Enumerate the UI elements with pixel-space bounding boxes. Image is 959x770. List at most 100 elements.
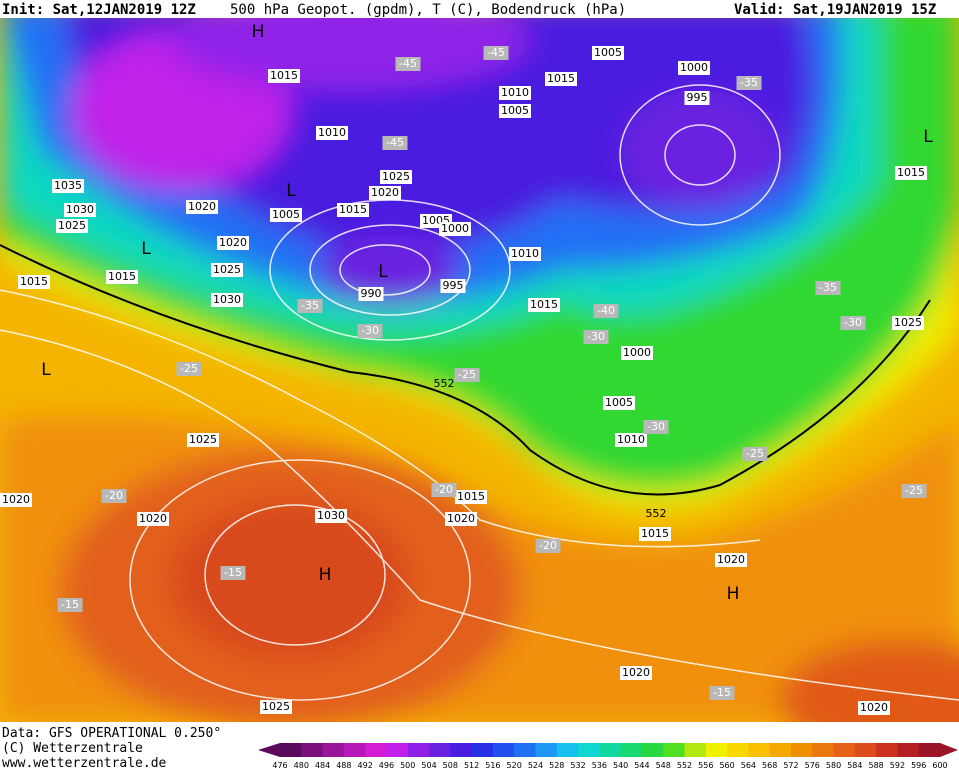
map-label: 1010 [316,126,348,140]
map-label: -25 [901,484,927,498]
map-label: 1020 [217,236,249,250]
label-box [499,104,531,118]
colorbar-label: 484 [315,761,330,770]
map-label-text: 1010 [511,247,539,260]
colorbar-end-low [258,743,280,757]
label-box [18,275,50,289]
map-label: -25 [176,362,202,376]
map-label-text: -25 [905,484,923,497]
map-label: 1015 [18,275,50,289]
map-label-text: 1005 [501,104,529,117]
colorbar-label: 600 [932,761,947,770]
colorbar-label: 564 [741,761,756,770]
label-box [736,76,762,90]
map-label: 1020 [620,666,652,680]
map-label-text: 1015 [547,72,575,85]
map-label: 1005 [270,208,302,222]
map-label: 1015 [545,72,577,86]
label-box [742,447,768,461]
colorbar-label: 568 [762,761,777,770]
label-box [620,666,652,680]
map-label: 552 [434,377,455,390]
label-box [815,281,841,295]
label-box [593,304,619,318]
map-label-text: 990 [361,287,382,300]
map-label-text: 1015 [108,270,136,283]
map-label: 1020 [445,512,477,526]
map-label: 1020 [186,200,218,214]
colorbar-swatch [322,743,345,757]
label-box [211,293,243,307]
label-box [395,57,421,71]
map-label: -15 [709,686,735,700]
map-label: 1025 [380,170,412,184]
colorbar-swatch [386,743,409,757]
map-label-text: -15 [224,566,242,579]
map-label: 1000 [621,346,653,360]
label-box [583,330,609,344]
colorbar-swatch [407,743,430,757]
colorbar-swatch [599,743,622,757]
label-box [431,483,457,497]
map-label: 1025 [260,700,292,714]
map-label: L [286,181,296,201]
map-label-text: 1005 [605,396,633,409]
colorbar-swatch [684,743,707,757]
label-box [440,279,466,293]
label-box [316,126,348,140]
map-label: H [252,22,265,42]
colorbar-label: 524 [528,761,543,770]
map-label: -30 [357,324,383,338]
label-box [369,186,401,200]
colorbar-label: 532 [570,761,585,770]
colorbar-label: 552 [677,761,692,770]
map-label: 1015 [639,527,671,541]
label-box [358,287,384,301]
map-label-text: 1025 [262,700,290,713]
footer-source: Data: GFS OPERATIONAL 0.250° [2,726,221,741]
colorbar-label: 556 [698,761,713,770]
map-label: -20 [101,489,127,503]
map-label-text: -30 [647,420,665,433]
map-label-text: -45 [487,46,505,59]
map-label-text: 1020 [2,493,30,506]
label-box [901,484,927,498]
colorbar-swatch [790,743,813,757]
label-box [52,179,84,193]
map-label-text: 1005 [272,208,300,221]
label-box [297,299,323,313]
map-label-text: -25 [180,362,198,375]
map-label-text: 1030 [317,509,345,522]
map-label-text: 1010 [501,86,529,99]
map-label-text: 1015 [641,527,669,540]
map-label: 1005 [592,46,624,60]
label-box [528,298,560,312]
map-label-text: 1010 [318,126,346,139]
colorbar-label: 500 [400,761,415,770]
map-label: L [923,127,933,147]
map-label-text: 552 [646,507,667,520]
colorbar-swatch [705,743,728,757]
colorbar-label: 476 [272,761,287,770]
colorbar-label: 516 [485,761,500,770]
label-box [483,46,509,60]
map-label-text: -20 [105,489,123,502]
map-label-text: 552 [434,377,455,390]
map-label: -35 [297,299,323,313]
map-label-text: 1020 [717,553,745,566]
colorbar-label: 488 [336,761,351,770]
colorbar-swatch [514,743,536,757]
map-label: 1015 [106,270,138,284]
map-label: 552 [646,507,667,520]
map-label-text: 1020 [371,186,399,199]
label-box [892,316,924,330]
colorbar-label: 588 [868,761,883,770]
label-box [643,420,669,434]
map-label-text: 1025 [894,316,922,329]
map-label: 1025 [211,263,243,277]
label-box [603,396,635,410]
label-box [337,203,369,217]
label-box [268,69,300,83]
map-label-text: 1025 [58,219,86,232]
map-label: 1025 [56,219,88,233]
